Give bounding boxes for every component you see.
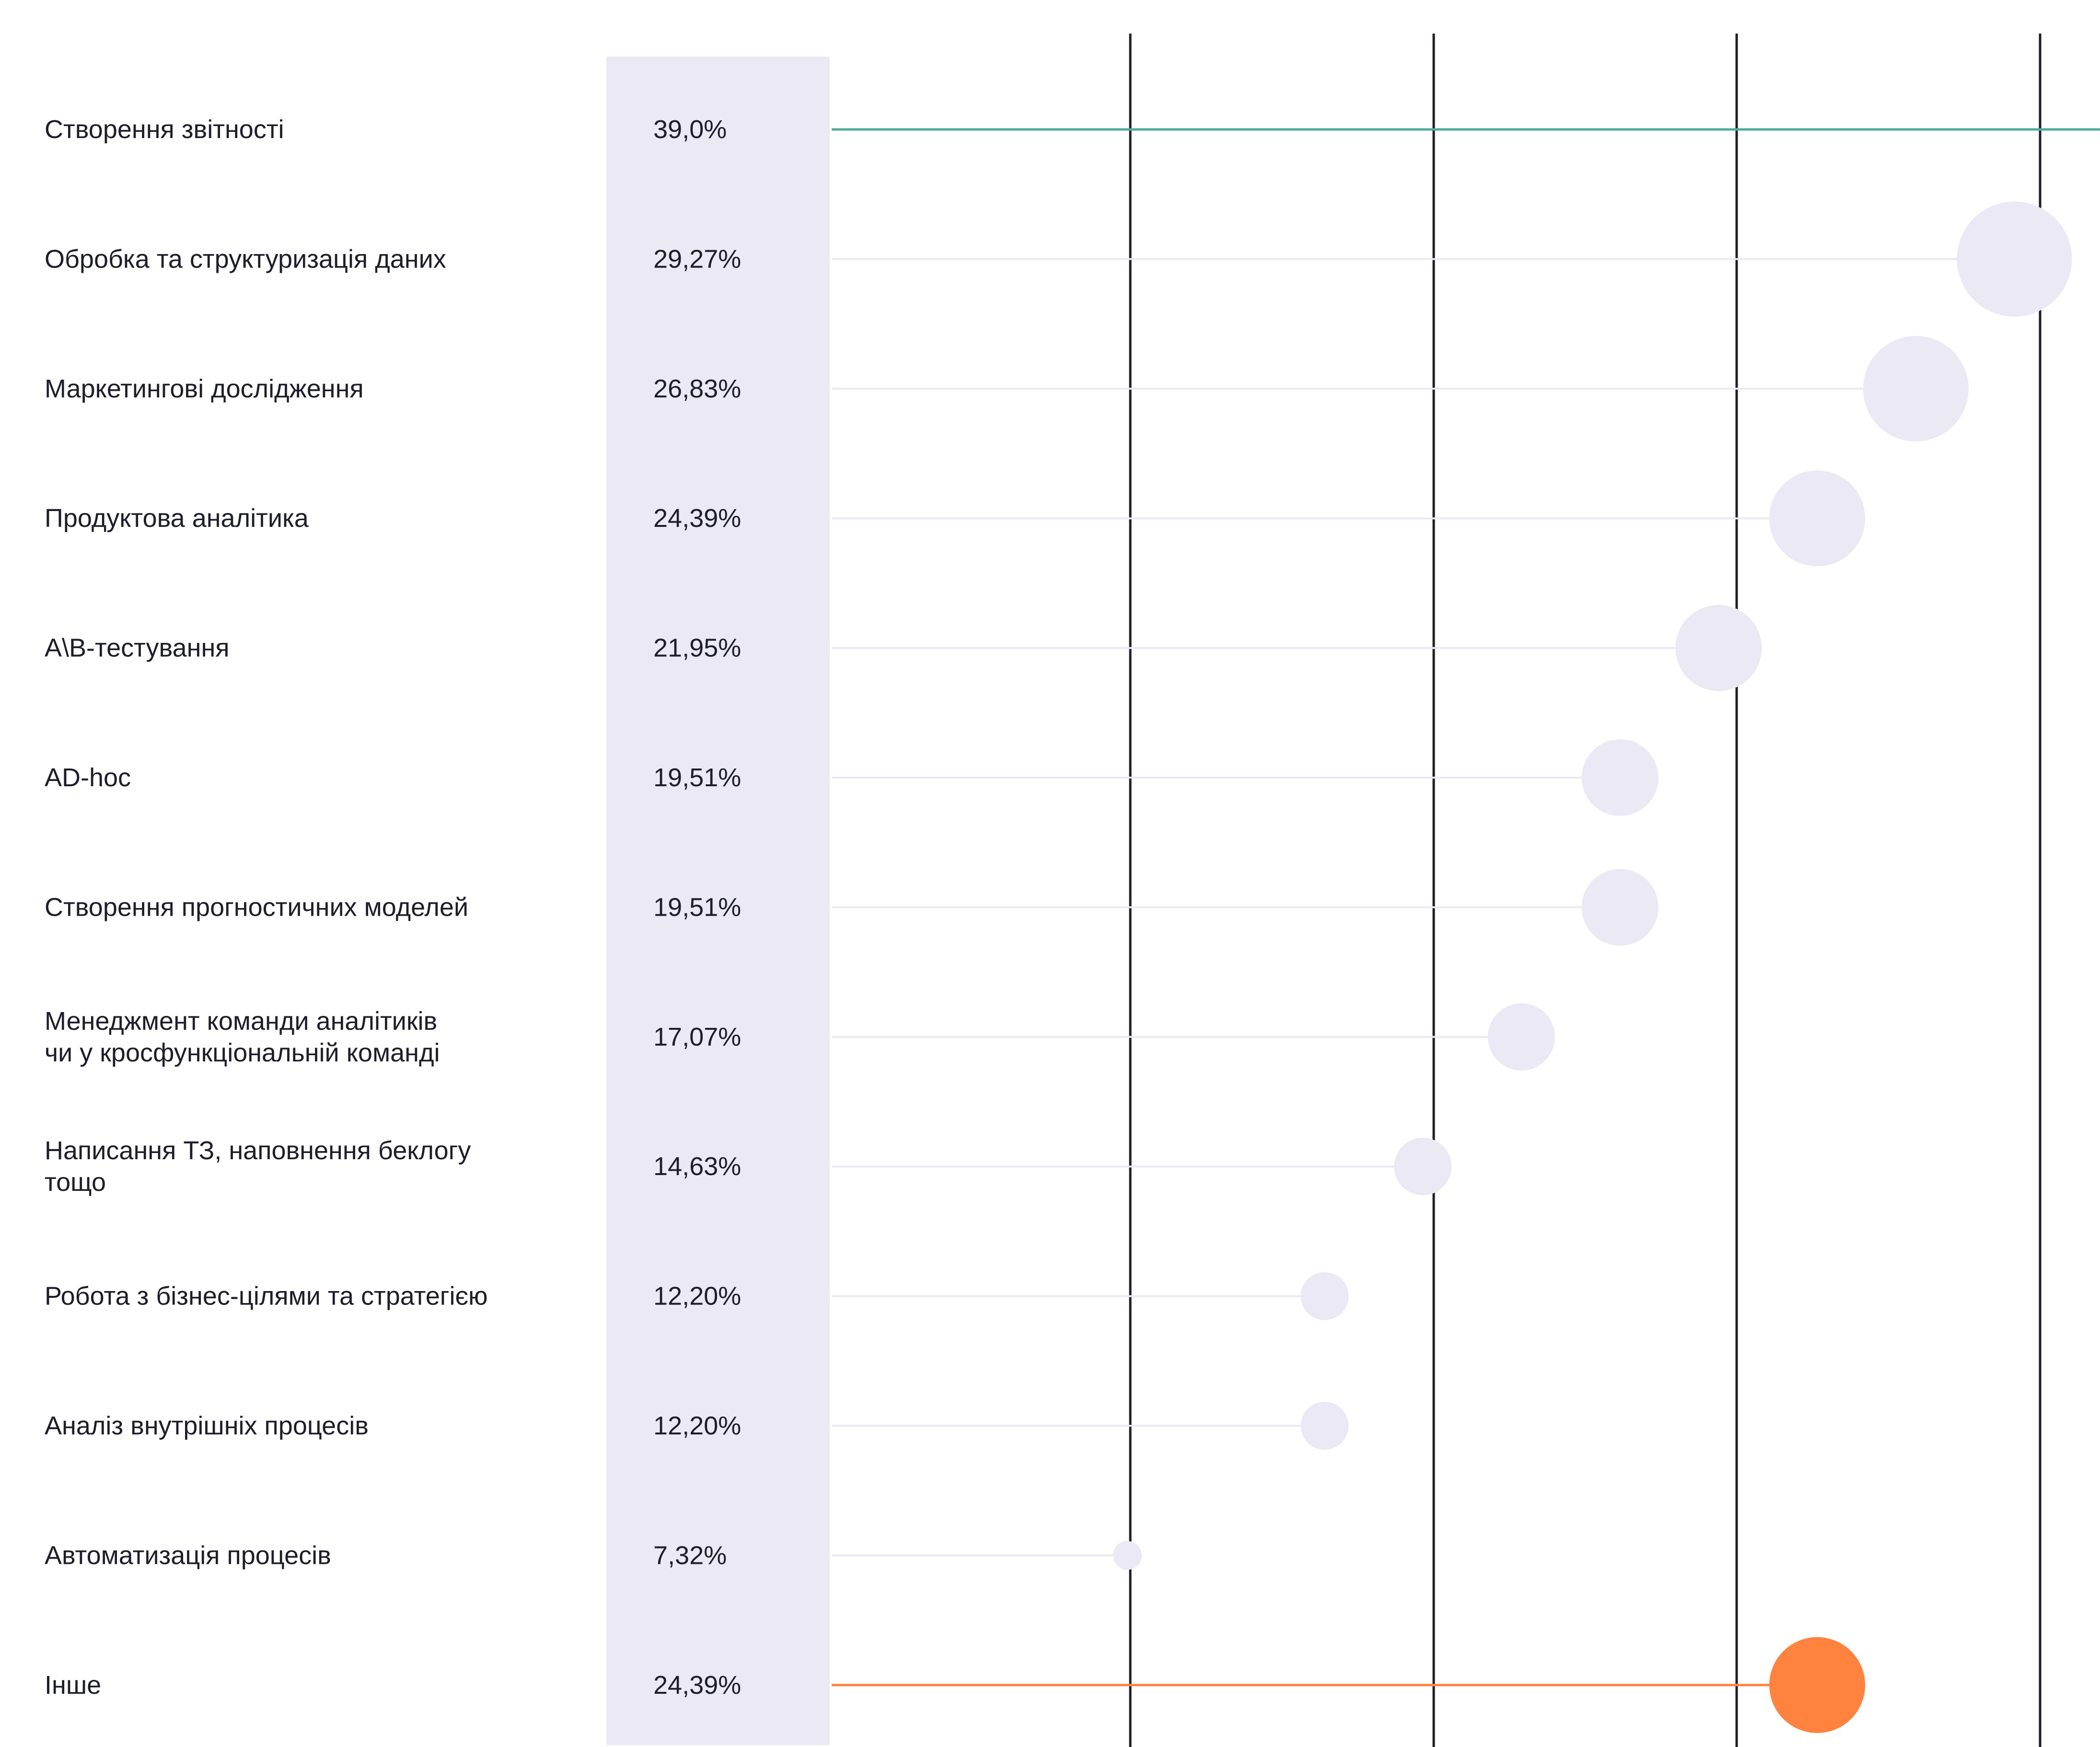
value-label: 24,39%: [653, 504, 741, 533]
value-label: 17,07%: [653, 1023, 741, 1051]
value-label: 14,63%: [653, 1152, 741, 1181]
category-label: тощо: [45, 1168, 106, 1197]
category-label: Інше: [45, 1671, 101, 1700]
value-label: 12,20%: [653, 1411, 741, 1440]
data-point: [1394, 1138, 1452, 1196]
value-label: 7,32%: [653, 1541, 727, 1570]
data-point: [1581, 869, 1659, 946]
data-point: [1581, 739, 1659, 816]
category-label: Продуктова аналітика: [45, 504, 309, 533]
data-point: [1488, 1003, 1555, 1071]
value-label: 19,51%: [653, 763, 741, 792]
category-label: Створення звітності: [45, 115, 284, 144]
category-label: A\B-тестування: [45, 634, 230, 663]
category-label: Менеджмент команди аналітиків: [45, 1007, 437, 1036]
category-label: Аналіз внутрішніх процесів: [45, 1411, 369, 1440]
category-label: Робота з бізнес-цілями та стратегією: [45, 1282, 488, 1311]
value-label: 39,0%: [653, 115, 727, 144]
value-label: 12,20%: [653, 1282, 741, 1311]
value-label: 24,39%: [653, 1671, 741, 1700]
category-label: Обробка та структуризація даних: [45, 245, 446, 273]
data-point: [1769, 1637, 1866, 1733]
value-label: 29,27%: [653, 245, 741, 273]
category-label: Написання ТЗ, наповнення беклогу: [45, 1136, 471, 1165]
category-label: Створення прогностичних моделей: [45, 893, 468, 921]
value-column-band: [606, 57, 830, 1745]
data-point: [1113, 1541, 1142, 1570]
category-label: AD-hoc: [45, 763, 131, 792]
value-label: 26,83%: [653, 374, 741, 403]
category-label: чи у кросфункціональній команді: [45, 1038, 440, 1067]
category-label: Маркетингові дослідження: [45, 374, 364, 403]
data-point: [1300, 1272, 1349, 1320]
data-point: [1300, 1401, 1349, 1450]
data-point: [1957, 201, 2072, 317]
data-point: [1863, 336, 1969, 442]
data-point: [1769, 470, 1866, 567]
category-label: Автоматизація процесів: [45, 1541, 331, 1570]
data-point: [1675, 605, 1762, 691]
value-label: 21,95%: [653, 634, 741, 663]
value-label: 19,51%: [653, 893, 741, 921]
